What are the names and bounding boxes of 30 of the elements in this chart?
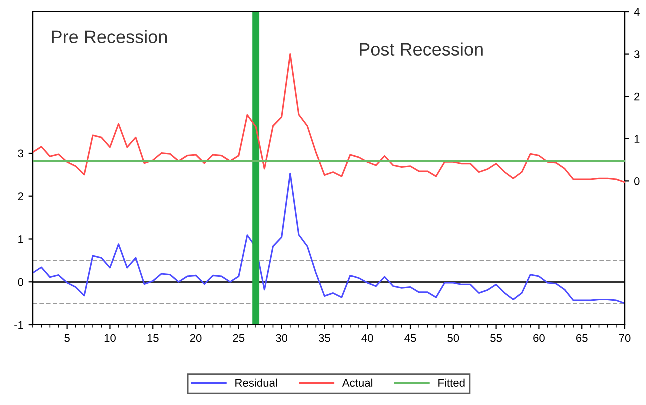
x-tick-label: 65 xyxy=(576,334,588,342)
x-tick-label: 30 xyxy=(276,334,288,342)
y-tick-label: 2 xyxy=(18,192,24,200)
legend-label: Actual xyxy=(342,378,373,387)
x-tick-label: 40 xyxy=(362,334,374,342)
x-tick-label: 45 xyxy=(404,334,416,342)
y-tick-label: 3 xyxy=(18,150,24,158)
x-tick-label: 20 xyxy=(190,334,202,342)
y2-tick-label: 3 xyxy=(634,50,640,58)
y-tick-label: -1 xyxy=(14,321,24,330)
annotation: Post Recession xyxy=(360,42,483,56)
x-tick-label: 70 xyxy=(619,334,631,342)
y2-tick-label: 1 xyxy=(634,135,640,143)
x-tick-label: 15 xyxy=(148,334,159,342)
annotation: Pre Recession xyxy=(52,30,167,44)
y2-tick-label: 4 xyxy=(634,8,640,16)
x-tick-label: 25 xyxy=(233,334,245,342)
y-tick-label: 1 xyxy=(18,236,24,244)
y-tick-label: 0 xyxy=(18,278,24,286)
legend-label: Residual xyxy=(236,378,278,387)
y2-tick-label: 2 xyxy=(634,92,640,101)
x-tick-label: 60 xyxy=(534,334,545,342)
x-tick-label: 10 xyxy=(104,334,116,342)
line-series xyxy=(33,172,625,304)
x-tick-label: 50 xyxy=(448,334,460,342)
x-tick-label: 55 xyxy=(490,334,502,342)
x-tick-label: 35 xyxy=(318,334,330,342)
x-tick-label: 5 xyxy=(64,334,70,342)
legend-label: Fitted xyxy=(438,378,465,387)
y2-tick-label: 0 xyxy=(634,177,640,186)
